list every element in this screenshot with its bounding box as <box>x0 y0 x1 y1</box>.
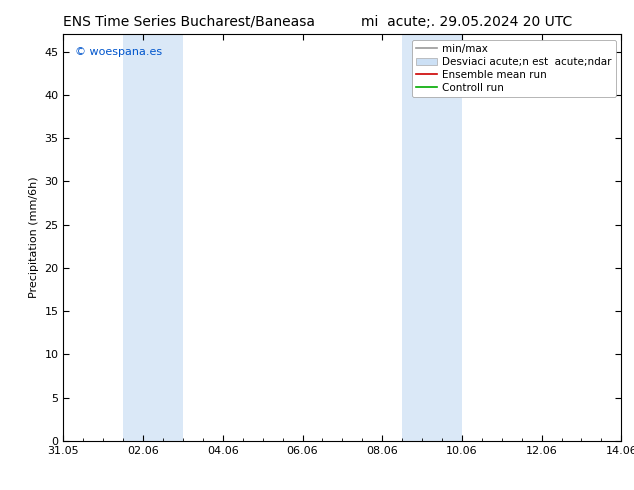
Legend: min/max, Desviaci acute;n est  acute;ndar, Ensemble mean run, Controll run: min/max, Desviaci acute;n est acute;ndar… <box>412 40 616 97</box>
Y-axis label: Precipitation (mm/6h): Precipitation (mm/6h) <box>29 177 39 298</box>
Text: mi  acute;. 29.05.2024 20 UTC: mi acute;. 29.05.2024 20 UTC <box>361 15 573 29</box>
Bar <box>402 34 462 441</box>
Bar <box>123 34 183 441</box>
Text: © woespana.es: © woespana.es <box>75 47 162 56</box>
Text: ENS Time Series Bucharest/Baneasa: ENS Time Series Bucharest/Baneasa <box>63 15 315 29</box>
